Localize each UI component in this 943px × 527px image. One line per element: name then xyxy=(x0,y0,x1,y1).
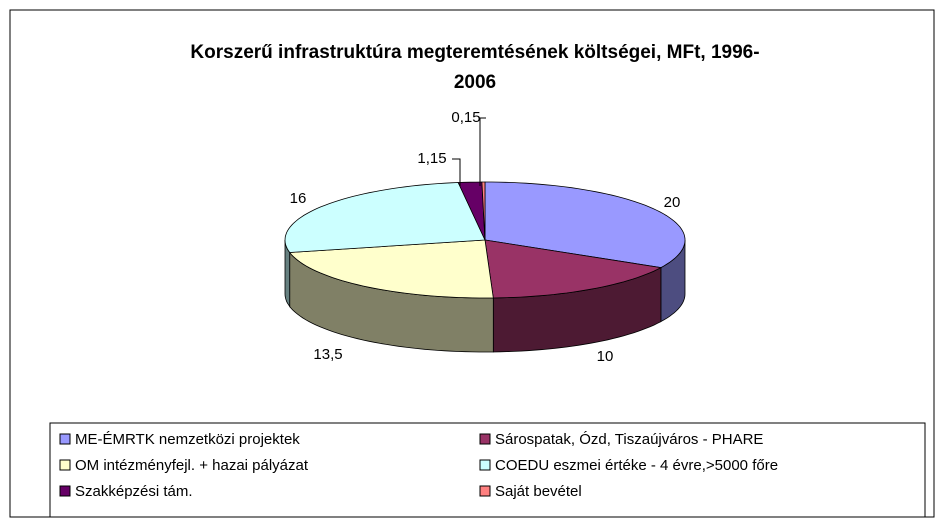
legend-swatch xyxy=(479,485,491,497)
leader-line xyxy=(479,117,486,186)
legend-swatch xyxy=(479,433,491,445)
legend-swatch xyxy=(479,459,491,471)
legend-swatch xyxy=(59,433,71,445)
pie-slice xyxy=(484,239,663,299)
pie-slice xyxy=(484,181,686,269)
pie-slice xyxy=(481,181,486,241)
legend-label: Sárospatak, Ózd, Tiszaújváros - PHARE xyxy=(495,431,763,448)
legend-swatch xyxy=(59,485,71,497)
data-label: 13,5 xyxy=(313,346,342,363)
legend-label: Szakképzési tám. xyxy=(75,483,193,500)
legend-label: ME-ÉMRTK nemzetközi projektek xyxy=(75,431,300,448)
data-label: 10 xyxy=(597,348,614,365)
legend-label: OM intézményfejl. + hazai pályázat xyxy=(75,457,309,474)
data-label: 16 xyxy=(290,190,307,207)
leader-line xyxy=(452,158,461,186)
legend-swatch xyxy=(59,459,71,471)
chart-title: Korszerű infrastruktúra megteremtésének … xyxy=(190,42,760,93)
data-label: 0,15 xyxy=(451,109,480,126)
legend-label: Saját bevétel xyxy=(495,483,582,500)
pie-slice xyxy=(284,182,486,253)
data-label: 1,15 xyxy=(417,150,446,167)
data-label: 20 xyxy=(664,194,681,211)
legend-label: COEDU eszmei értéke - 4 évre,>5000 főre xyxy=(495,457,778,474)
pie-slice xyxy=(288,239,494,299)
